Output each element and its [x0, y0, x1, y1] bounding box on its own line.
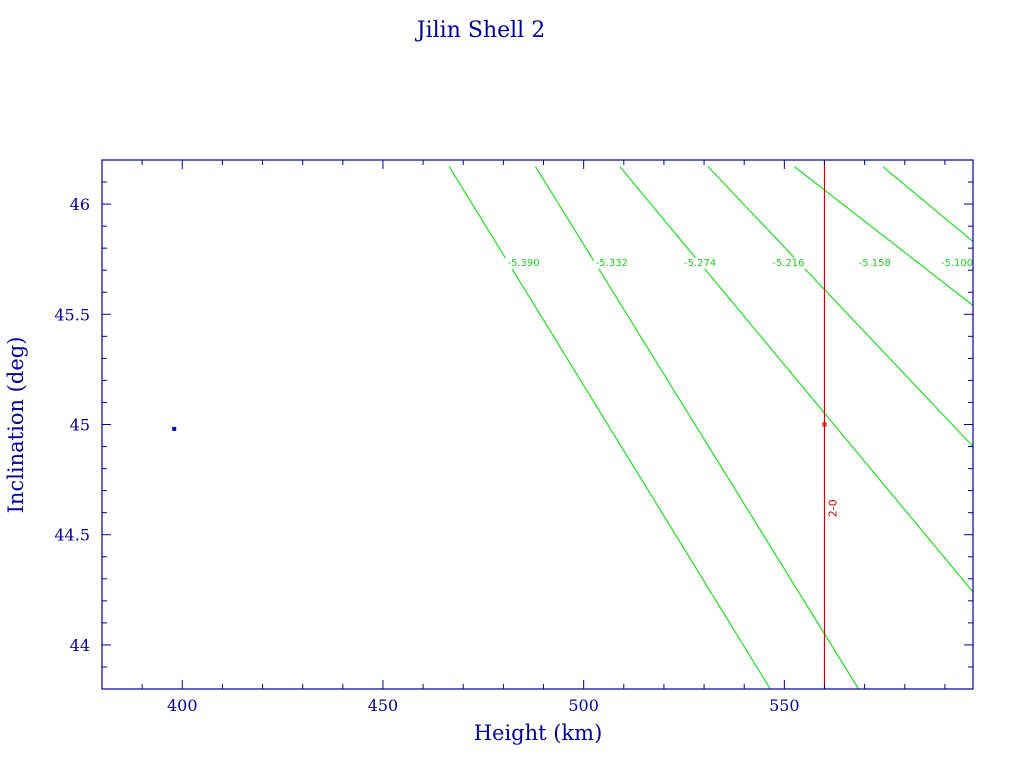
- data-point-blue: [172, 426, 177, 431]
- reference-line-label: 2-0: [826, 499, 839, 517]
- plot-frame: [101, 159, 974, 690]
- contour-label-bg-1: [505, 257, 542, 269]
- contour-line-4: [707, 166, 974, 447]
- contour-label-bg-3: [682, 257, 719, 269]
- contour-label-bg-5: [856, 257, 893, 269]
- contour-label-6: -5.100: [941, 258, 973, 269]
- y-tick-label-44: 44: [70, 636, 90, 655]
- y-tick-label-46: 46: [70, 195, 90, 214]
- contour-line-3: [619, 166, 974, 593]
- data-point-red: [822, 422, 827, 427]
- contour-label-bg-4: [770, 257, 807, 269]
- x-axis-label: Height (km): [474, 721, 603, 745]
- x-tick-label-500: 500: [568, 696, 599, 715]
- contour-label-2: -5.332: [596, 258, 628, 269]
- plot-border: [101, 159, 974, 690]
- contour-line-2: [534, 166, 860, 690]
- y-tick-label-44.5: 44.5: [54, 526, 90, 545]
- chart-title: Jilin Shell 2: [415, 18, 545, 43]
- contour-line-1: [448, 166, 771, 690]
- contour-label-3: -5.274: [684, 258, 716, 269]
- contour-label-5: -5.158: [859, 258, 891, 269]
- contour-lines: -5.390 -5.332 -5.274 -5.216 -5.158 -5.100: [448, 166, 975, 690]
- x-tick-label-400: 400: [167, 696, 198, 715]
- contour-label-1: -5.390: [507, 258, 539, 269]
- contour-label-4: -5.216: [772, 258, 804, 269]
- contour-label-bg-6: [938, 257, 975, 269]
- y-tick-label-45: 45: [70, 416, 90, 435]
- x-tick-label-550: 550: [769, 696, 800, 715]
- y-axis-label: Inclination (deg): [4, 337, 28, 514]
- y-tick-label-45.5: 45.5: [54, 305, 90, 324]
- reference-label-bg: [826, 494, 840, 523]
- axis-ticks: 400 450 500 550 44 44.5 45 45.5 46: [54, 159, 973, 715]
- x-tick-label-450: 450: [368, 696, 399, 715]
- data-points: [172, 422, 827, 431]
- contour-line-5: [794, 166, 974, 306]
- contour-line-6: [882, 166, 974, 243]
- contour-label-bg-2: [593, 257, 630, 269]
- reference-line-group: 2-0: [823, 160, 840, 689]
